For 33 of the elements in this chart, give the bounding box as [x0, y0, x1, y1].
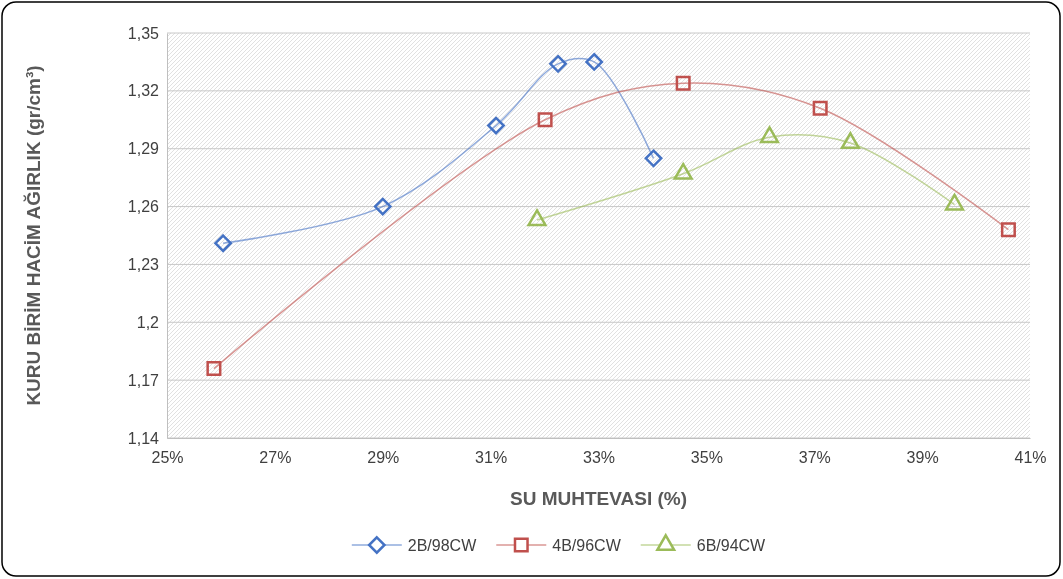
x-axis-title: SU MUHTEVASI (%): [510, 488, 687, 509]
y-tick-label: 1,29: [127, 140, 160, 158]
y-tick-label: 1,2: [136, 313, 160, 331]
point: [585, 53, 604, 71]
x-tick-label: 37%: [798, 449, 831, 467]
legend-label: 2B/98CW: [407, 536, 478, 554]
legend-label: 4B/96CW: [552, 536, 622, 554]
y-axis-title: KURU BİRİM HACİM AĞIRLIK (gr/cm³): [23, 65, 44, 406]
point: [214, 234, 233, 253]
point: [206, 361, 222, 377]
y-tick-label: 1,32: [127, 82, 160, 100]
point: [373, 197, 392, 216]
y-tick-label: 1,17: [127, 371, 160, 389]
x-tick-label: 33%: [582, 449, 616, 467]
point: [812, 100, 828, 116]
point: [675, 75, 691, 91]
point: [1000, 222, 1016, 238]
point: [644, 149, 663, 168]
point: [537, 112, 553, 128]
x-tick-label: 29%: [367, 449, 400, 467]
x-tick-label: 39%: [906, 449, 939, 467]
x-tick-label: 35%: [690, 449, 723, 467]
legend-label: 6B/94CW: [696, 536, 767, 554]
x-tick-label: 27%: [259, 449, 292, 467]
point: [549, 54, 567, 73]
point: [487, 116, 505, 135]
y-tick-label: 1,26: [127, 198, 160, 216]
y-tick-label: 1,35: [127, 24, 160, 42]
y-tick-label: 1,23: [127, 256, 160, 274]
x-tick-label: 25%: [151, 449, 184, 467]
x-tick-label: 31%: [475, 449, 508, 467]
y-tick-label: 1,14: [127, 429, 160, 447]
x-tick-label: 41%: [1014, 449, 1047, 467]
